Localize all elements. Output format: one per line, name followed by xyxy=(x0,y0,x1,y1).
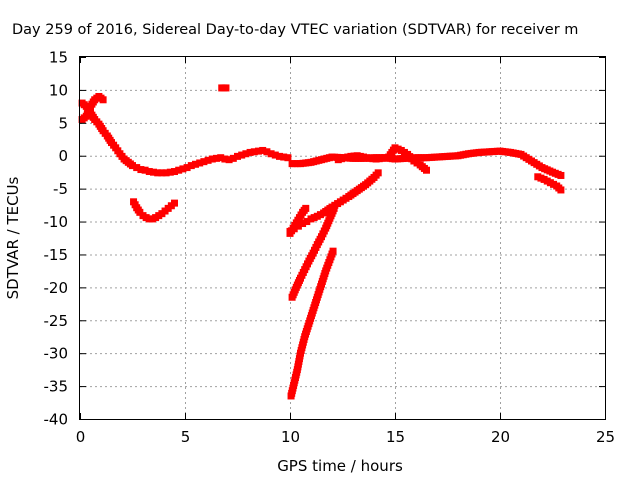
data-series xyxy=(287,247,337,400)
data-series xyxy=(218,84,230,92)
y-tick-label: 10 xyxy=(49,81,68,99)
data-point xyxy=(183,164,191,172)
x-tick-label: 0 xyxy=(76,428,86,446)
x-tick-label: 25 xyxy=(596,428,615,446)
data-series xyxy=(286,204,310,237)
data-point xyxy=(276,152,283,160)
data-point xyxy=(179,165,187,173)
data-series xyxy=(130,198,178,223)
data-series xyxy=(288,204,338,301)
data-point xyxy=(150,168,157,176)
data-series xyxy=(334,144,430,174)
y-axis-title: SDTVAR / TECUs xyxy=(4,176,22,299)
data-point xyxy=(171,168,178,176)
y-tick-label: -40 xyxy=(44,411,69,429)
data-point xyxy=(137,166,145,174)
data-point xyxy=(166,168,174,176)
data-point xyxy=(222,84,230,92)
data-point xyxy=(423,166,430,174)
chart-title: Day 259 of 2016, Sidereal Day-to-day VTE… xyxy=(12,22,578,38)
x-tick-label: 20 xyxy=(491,428,510,446)
data-point xyxy=(238,151,246,159)
data-point xyxy=(221,155,229,163)
data-point xyxy=(229,154,237,162)
data-points xyxy=(78,84,565,400)
data-point xyxy=(99,96,107,104)
y-tick-label: -30 xyxy=(44,345,69,363)
data-point xyxy=(284,154,292,162)
y-tick-label: 15 xyxy=(49,49,68,67)
data-point xyxy=(299,220,307,228)
data-point xyxy=(302,204,310,212)
data-point xyxy=(154,169,162,177)
x-tick-label: 10 xyxy=(281,428,300,446)
data-point xyxy=(374,169,382,177)
data-point xyxy=(141,166,149,174)
data-point xyxy=(271,151,279,159)
y-tick-label: -5 xyxy=(53,180,68,198)
y-tick-label: -20 xyxy=(44,279,69,297)
y-tick-label: 0 xyxy=(58,147,68,165)
x-tick-label: 5 xyxy=(181,428,191,446)
data-point xyxy=(162,169,170,177)
data-point xyxy=(187,162,195,170)
data-point xyxy=(225,156,233,164)
data-point xyxy=(208,155,216,163)
y-tick-label: -35 xyxy=(44,378,69,396)
data-point xyxy=(217,154,225,162)
axis-ticks: 0 5 10 15 20 25 15 10 5 0 -5 -10 -15 -20 -25 -30 -35 -40 xyxy=(44,49,616,447)
x-axis-title: GPS time / hours xyxy=(277,457,403,475)
data-point xyxy=(329,247,337,255)
y-tick-label: -25 xyxy=(44,312,69,330)
data-point xyxy=(246,148,254,156)
data-point xyxy=(145,168,153,176)
data-point xyxy=(250,148,258,156)
data-point xyxy=(303,218,311,226)
data-point xyxy=(133,164,141,172)
data-point xyxy=(158,169,166,177)
data-point xyxy=(267,150,275,158)
data-point xyxy=(129,162,136,170)
data-point xyxy=(200,158,208,166)
data-point xyxy=(192,160,199,168)
data-point xyxy=(171,199,178,207)
data-point xyxy=(280,153,288,161)
data-point xyxy=(242,150,250,158)
data-point xyxy=(213,154,220,162)
x-tick-label: 15 xyxy=(386,428,405,446)
y-tick-label: -10 xyxy=(44,213,69,231)
data-point xyxy=(557,171,565,179)
data-point xyxy=(255,147,262,155)
data-point xyxy=(204,156,212,164)
plot-frame xyxy=(79,56,606,420)
data-series xyxy=(286,169,382,235)
data-point xyxy=(234,152,241,160)
y-tick-label: -15 xyxy=(44,246,69,264)
y-tick-label: 5 xyxy=(58,114,68,132)
data-point xyxy=(196,159,204,167)
data-point xyxy=(263,148,271,156)
grid-lines xyxy=(80,57,605,419)
data-point xyxy=(330,204,338,212)
data-series xyxy=(534,173,565,194)
data-series xyxy=(288,147,565,179)
data-point xyxy=(557,186,565,194)
data-point xyxy=(175,166,183,174)
data-point xyxy=(259,146,267,154)
data-series xyxy=(78,92,107,124)
